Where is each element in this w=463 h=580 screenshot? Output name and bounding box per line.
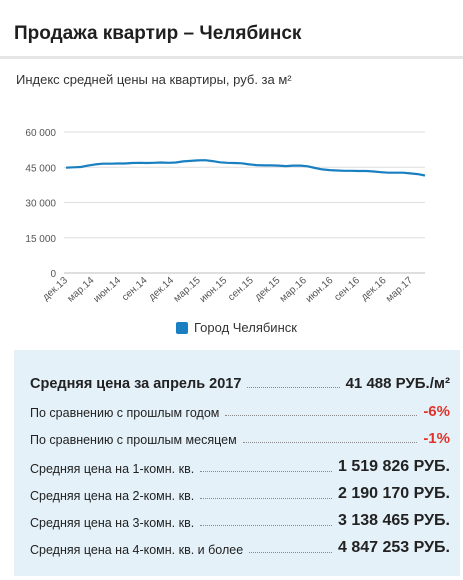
dotted-leader xyxy=(242,442,418,443)
vs-year-row: По сравнению с прошлым годом -6% xyxy=(30,398,450,420)
x-tick-label: сен.15 xyxy=(226,275,256,304)
summary-panel: Средняя цена за апрель 2017 41 488 РУБ./… xyxy=(14,350,460,576)
vs-month-value: -1% xyxy=(423,430,450,447)
x-tick-label: дек.14 xyxy=(147,275,177,303)
dotted-leader xyxy=(200,471,333,472)
dotted-leader xyxy=(200,525,333,526)
page-title: Продажа квартир – Челябинск xyxy=(14,23,302,44)
room3-row: Средняя цена на 3-комн. кв. 3 138 465 РУ… xyxy=(30,508,450,530)
room1-value: 1 519 826 РУБ. xyxy=(338,458,450,475)
room3-value: 3 138 465 РУБ. xyxy=(338,512,450,529)
dotted-leader xyxy=(225,415,418,416)
x-tick-label: мар.16 xyxy=(278,275,309,305)
x-tick-label: июн.16 xyxy=(304,275,336,305)
header-divider xyxy=(0,56,463,59)
room4-label: Средняя цена на 4-комн. кв. и более xyxy=(30,543,244,557)
series-line xyxy=(65,159,426,177)
chart-legend[interactable]: Город Челябинск xyxy=(176,320,297,335)
x-tick-label: июн.15 xyxy=(198,275,230,305)
y-tick-label: 60 000 xyxy=(25,128,56,139)
room2-value: 2 190 170 РУБ. xyxy=(338,485,450,502)
legend-label: Город Челябинск xyxy=(194,320,297,335)
vs-month-label: По сравнению с прошлым месяцем xyxy=(30,433,237,447)
vs-year-value: -6% xyxy=(423,403,450,420)
x-tick-label: сен.14 xyxy=(120,275,150,304)
x-tick-label: дек.16 xyxy=(359,275,389,303)
room1-label: Средняя цена на 1-комн. кв. xyxy=(30,462,195,476)
dotted-leader xyxy=(249,552,333,553)
room4-row: Средняя цена на 4-комн. кв. и более 4 84… xyxy=(30,535,450,557)
y-tick-label: 0 xyxy=(50,269,56,280)
dotted-leader xyxy=(200,498,333,499)
y-tick-label: 45 000 xyxy=(25,163,56,174)
avg-price-value: 41 488 РУБ./м² xyxy=(345,375,450,392)
header: Продажа квартир – Челябинск xyxy=(0,0,463,59)
legend-swatch xyxy=(176,321,188,334)
avg-price-row: Средняя цена за апрель 2017 41 488 РУБ./… xyxy=(30,370,450,392)
x-tick-label: мар.15 xyxy=(172,275,203,305)
dotted-leader xyxy=(247,387,340,388)
y-tick-label: 30 000 xyxy=(25,199,56,210)
avg-price-label: Средняя цена за апрель 2017 xyxy=(30,376,242,392)
room4-value: 4 847 253 РУБ. xyxy=(338,539,450,556)
room3-label: Средняя цена на 3-комн. кв. xyxy=(30,516,195,530)
room2-label: Средняя цена на 2-комн. кв. xyxy=(30,489,195,503)
room2-row: Средняя цена на 2-комн. кв. 2 190 170 РУ… xyxy=(30,481,450,503)
x-tick-label: дек.15 xyxy=(253,275,283,303)
x-tick-label: сен.16 xyxy=(332,275,362,304)
room1-row: Средняя цена на 1-комн. кв. 1 519 826 РУ… xyxy=(30,454,450,476)
vs-month-row: По сравнению с прошлым месяцем -1% xyxy=(30,425,450,447)
x-tick-label: мар.14 xyxy=(65,275,96,305)
vs-year-label: По сравнению с прошлым годом xyxy=(30,406,220,420)
x-tick-label: июн.14 xyxy=(92,275,124,305)
y-tick-label: 15 000 xyxy=(25,234,56,245)
chart-title: Индекс средней цены на квартиры, руб. за… xyxy=(16,72,292,87)
x-tick-label: мар.17 xyxy=(384,275,415,305)
